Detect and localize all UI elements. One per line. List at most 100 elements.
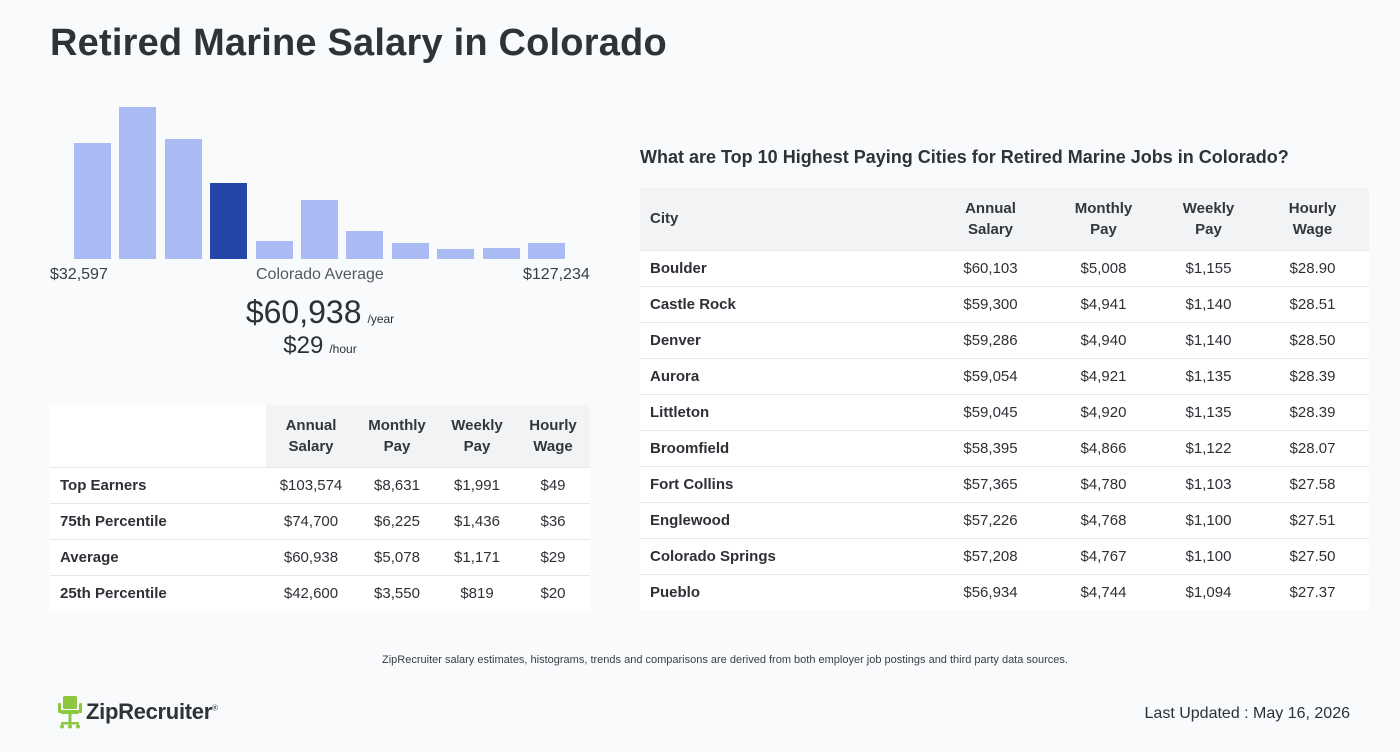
cell-monthly: $4,780 xyxy=(1046,465,1161,502)
logo-text: ZipRecruiter® xyxy=(86,699,218,725)
cell-city: Aurora xyxy=(640,357,935,394)
table-row: Pueblo $56,934 $4,744 $1,094 $27.37 xyxy=(640,573,1369,610)
histogram-center-label: Colorado Average xyxy=(256,266,384,283)
cell-annual: $42,600 xyxy=(266,574,356,611)
histogram-bar xyxy=(301,200,338,259)
cell-city: Boulder xyxy=(640,249,935,286)
row-label: 75th Percentile xyxy=(50,502,266,539)
header-monthly-line1: Monthly xyxy=(1074,199,1133,217)
cell-weekly: $1,100 xyxy=(1161,537,1256,574)
percentile-table: Annual Salary Monthly Pay Weekly Pay Hourly… xyxy=(50,405,590,611)
cell-hourly: $27.58 xyxy=(1256,465,1369,502)
cell-monthly: $4,866 xyxy=(1046,429,1161,466)
histogram-bar xyxy=(74,143,111,259)
ziprecruiter-logo[interactable]: ZipRecruiter® xyxy=(58,695,218,729)
cities-table-header: City Annual Salary Monthly Pay Weekly Pay H… xyxy=(640,188,1369,250)
percentile-table-header: Annual Salary Monthly Pay Weekly Pay Hourly… xyxy=(50,405,590,467)
table-row: Littleton $59,045 $4,920 $1,135 $28.39 xyxy=(640,393,1369,430)
cell-hourly: $49 xyxy=(516,466,590,503)
page-title: Retired Marine Salary in Colorado xyxy=(50,22,667,64)
cell-weekly: $1,140 xyxy=(1161,285,1256,322)
cell-monthly: $4,920 xyxy=(1046,393,1161,430)
cell-weekly: $1,135 xyxy=(1161,393,1256,430)
cell-monthly: $5,078 xyxy=(356,538,438,575)
cell-weekly: $819 xyxy=(438,574,516,611)
cell-annual: $60,103 xyxy=(935,249,1046,286)
cell-weekly: $1,155 xyxy=(1161,249,1256,286)
cell-hourly: $27.51 xyxy=(1256,501,1369,538)
table-row: Aurora $59,054 $4,921 $1,135 $28.39 xyxy=(640,357,1369,394)
table-row: Englewood $57,226 $4,768 $1,100 $27.51 xyxy=(640,501,1369,538)
cities-header-weekly: Weekly Pay xyxy=(1161,188,1256,250)
histogram-bar xyxy=(256,241,293,259)
cell-weekly: $1,122 xyxy=(1161,429,1256,466)
cell-annual: $58,395 xyxy=(935,429,1046,466)
average-annual-value: $60,938 xyxy=(245,294,362,330)
cell-monthly: $4,940 xyxy=(1046,321,1161,358)
header-weekly-line2: Pay xyxy=(1195,220,1222,238)
average-annual-unit: /year xyxy=(367,312,395,326)
cell-city: Littleton xyxy=(640,393,935,430)
percentile-header-monthly: Monthly Pay xyxy=(356,405,438,467)
cell-annual: $59,286 xyxy=(935,321,1046,358)
cell-city: Colorado Springs xyxy=(640,537,935,574)
cell-weekly: $1,171 xyxy=(438,538,516,575)
cell-city: Pueblo xyxy=(640,573,935,610)
data-sources-note: ZipRecruiter salary estimates, histogram… xyxy=(382,654,1068,666)
cell-monthly: $4,921 xyxy=(1046,357,1161,394)
header-hourly-line2: Wage xyxy=(1292,220,1333,238)
header-hourly-line1: Hourly xyxy=(1288,199,1337,217)
cell-annual: $56,934 xyxy=(935,573,1046,610)
table-row: Boulder $60,103 $5,008 $1,155 $28.90 xyxy=(640,249,1369,286)
cell-hourly: $36 xyxy=(516,502,590,539)
cities-header-annual: Annual Salary xyxy=(935,188,1046,250)
average-hourly-value: $29 xyxy=(283,332,324,359)
cell-annual: $59,054 xyxy=(935,357,1046,394)
header-annual-line2: Salary xyxy=(288,437,334,455)
header-hourly-line1: Hourly xyxy=(529,416,577,434)
histogram-bar xyxy=(483,248,520,259)
cell-hourly: $28.07 xyxy=(1256,429,1369,466)
histogram-max-label: $127,234 xyxy=(523,266,590,283)
header-weekly-line2: Pay xyxy=(463,437,491,455)
cell-hourly: $28.90 xyxy=(1256,249,1369,286)
salary-histogram xyxy=(50,96,590,259)
cell-annual: $103,574 xyxy=(266,466,356,503)
header-monthly-line2: Pay xyxy=(1090,220,1117,238)
table-row: Average $60,938 $5,078 $1,171 $29 xyxy=(50,538,590,575)
cities-table-body: Boulder $60,103 $5,008 $1,155 $28.90 Castle R… xyxy=(640,249,1369,610)
cell-city: Denver xyxy=(640,321,935,358)
header-annual-line1: Annual xyxy=(285,416,337,434)
cell-hourly: $29 xyxy=(516,538,590,575)
header-annual-line2: Salary xyxy=(967,220,1014,238)
header-annual-line1: Annual xyxy=(965,199,1016,217)
cell-monthly: $4,941 xyxy=(1046,285,1161,322)
cell-annual: $57,365 xyxy=(935,465,1046,502)
cell-city: Fort Collins xyxy=(640,465,935,502)
histogram-min-label: $32,597 xyxy=(50,266,108,283)
cities-table: City Annual Salary Monthly Pay Weekly Pay H… xyxy=(640,188,1369,610)
header-weekly-line1: Weekly xyxy=(451,416,503,434)
cell-weekly: $1,094 xyxy=(1161,573,1256,610)
cell-annual: $59,045 xyxy=(935,393,1046,430)
histogram-bar xyxy=(210,183,247,259)
cell-hourly: $28.39 xyxy=(1256,393,1369,430)
row-label: Top Earners xyxy=(50,466,266,503)
table-row: Fort Collins $57,365 $4,780 $1,103 $27.58 xyxy=(640,465,1369,502)
cities-header-city: City xyxy=(640,188,935,250)
cell-annual: $60,938 xyxy=(266,538,356,575)
average-hourly: $29/hour xyxy=(0,332,640,360)
histogram-bar xyxy=(165,139,202,259)
cell-hourly: $27.37 xyxy=(1256,573,1369,610)
average-hourly-unit: /hour xyxy=(329,342,357,356)
histogram-bar xyxy=(392,243,429,259)
cell-annual: $59,300 xyxy=(935,285,1046,322)
percentile-header-hourly: Hourly Wage xyxy=(516,405,590,467)
last-updated: Last Updated : May 16, 2026 xyxy=(1144,705,1350,722)
cell-monthly: $3,550 xyxy=(356,574,438,611)
cell-hourly: $27.50 xyxy=(1256,537,1369,574)
header-monthly-line2: Pay xyxy=(383,437,411,455)
cell-annual: $57,226 xyxy=(935,501,1046,538)
cell-annual: $57,208 xyxy=(935,537,1046,574)
percentile-header-weekly: Weekly Pay xyxy=(438,405,516,467)
